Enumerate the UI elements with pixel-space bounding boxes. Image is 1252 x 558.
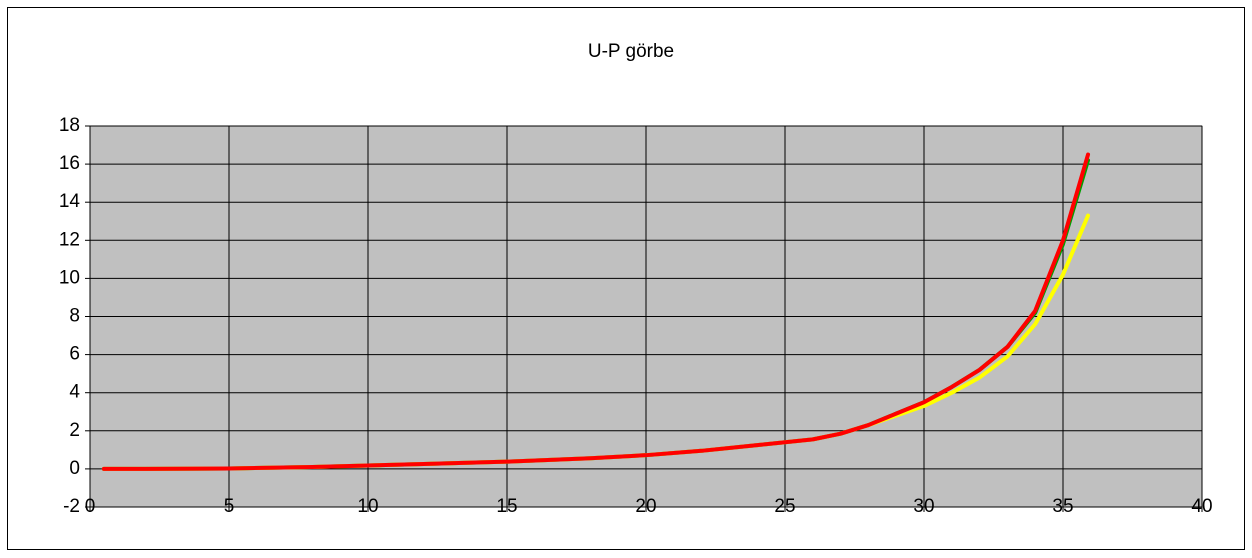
y-tick-label: 18 <box>59 115 80 136</box>
y-tick-label: 16 <box>59 153 80 174</box>
y-tick-label: 12 <box>59 229 80 250</box>
series-line <box>101 152 1091 471</box>
y-tick-label: 0 <box>69 458 80 479</box>
y-tick-label: 4 <box>69 382 80 403</box>
y-tick-label: 8 <box>69 306 80 327</box>
y-tick-label: 6 <box>69 344 80 365</box>
y-tick-label: -2 <box>63 496 80 517</box>
chart-title: U-P görbe <box>588 41 674 62</box>
y-tick-label: 2 <box>69 420 80 441</box>
y-tick-label: 10 <box>59 267 80 288</box>
y-tick-label: 14 <box>59 191 81 212</box>
